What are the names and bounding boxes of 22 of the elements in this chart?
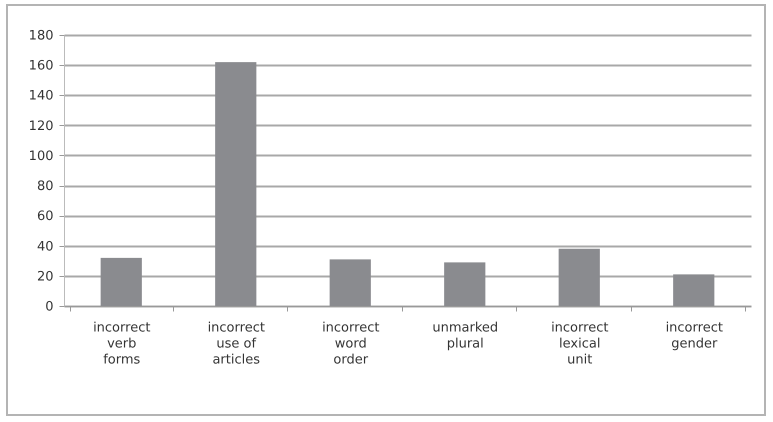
x-tick-label: incorrect word order (322, 320, 380, 368)
y-tick-label: 0 (45, 300, 54, 314)
x-tick-label: incorrect lexical unit (551, 320, 608, 368)
bar (215, 62, 256, 306)
y-tick-label: 180 (28, 28, 54, 44)
x-tick-label: incorrect verb forms (93, 320, 150, 368)
bar (100, 258, 142, 306)
x-tick-label: incorrect gender (666, 320, 723, 352)
y-tick-label: 20 (36, 269, 54, 284)
bar (558, 248, 600, 306)
x-tick-label: incorrect use of articles (208, 320, 265, 368)
bar (673, 274, 714, 306)
y-tick-label: 140 (28, 88, 54, 104)
bar (444, 262, 486, 306)
x-tick-label: unmarked plural (432, 320, 498, 352)
y-tick-label: 60 (36, 209, 54, 224)
y-tick-label: 40 (36, 239, 54, 254)
y-tick-label: 120 (28, 118, 54, 134)
bar (330, 259, 371, 306)
y-tick-label: 80 (36, 179, 54, 194)
y-tick-label: 160 (28, 58, 54, 74)
y-tick-label: 100 (28, 148, 54, 164)
